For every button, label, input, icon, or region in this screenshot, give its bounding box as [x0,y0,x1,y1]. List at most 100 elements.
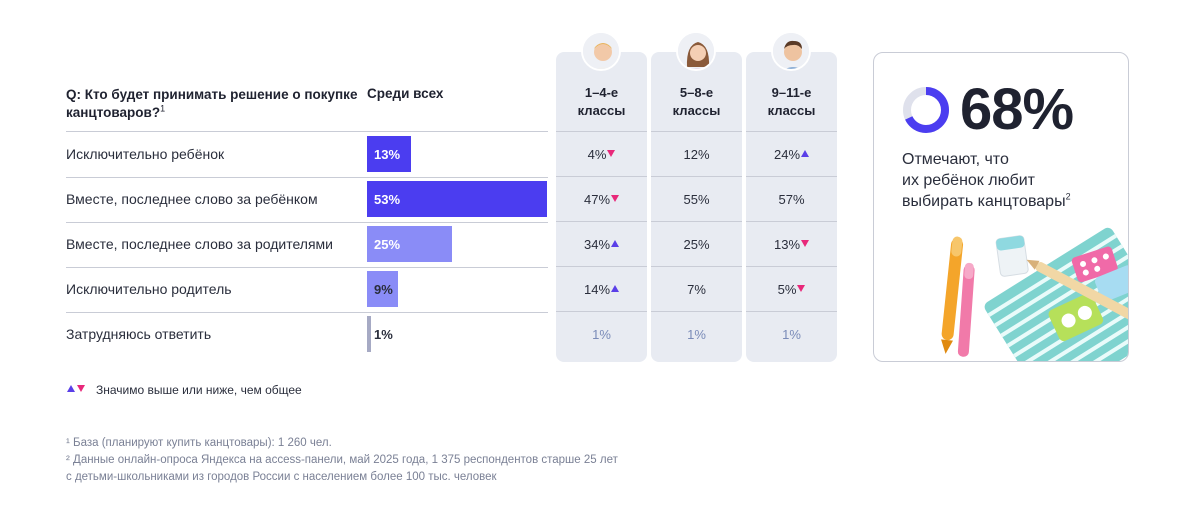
grade-value: 14% [583,282,611,297]
up-triangle-icon [611,240,620,247]
row-divider [66,177,548,178]
grade-row-divider [746,221,837,222]
grade-value-cell: 1% [746,312,837,357]
grade-column-header: 1–4-е классы [556,84,647,120]
bar [367,181,547,217]
grade-value-cell: 47% [556,177,647,222]
bar-value-label: 53% [374,192,401,207]
grade-column: 9–11-е классы 24% 57% 13% 5% 1% [746,52,837,362]
chart-row: Вместе, последнее слово за ребёнком 53% [66,177,548,222]
grade-column-header: 9–11-е классы [746,84,837,120]
grade-row-divider [556,131,647,132]
grade-value-cell: 12% [651,132,742,177]
footnote-1: ¹ База (планируют купить канцтовары): 1 … [66,437,332,449]
grade-value: 12% [683,147,710,162]
row-divider [66,312,548,313]
grade-value: 13% [773,237,801,252]
row-divider [66,131,548,132]
category-label: Затрудняюсь ответить [66,326,212,342]
grade-row-divider [556,266,647,267]
orange-pen-icon [941,236,964,354]
grade-value: 47% [583,192,611,207]
grade-value: 1% [592,327,611,342]
chart-row: Затрудняюсь ответить 1% [66,312,548,357]
white-eraser-icon [995,235,1029,277]
grade-value: 1% [687,327,706,342]
grade-title-line-2: классы [577,103,626,118]
grade-value: 25% [683,237,710,252]
grade-row-divider [746,311,837,312]
grade-value: 57% [778,192,805,207]
grade-value-cell: 14% [556,267,647,312]
down-triangle-icon [797,285,806,292]
pink-pen-icon [957,262,975,357]
up-triangle-icon [67,385,75,392]
bar [367,316,371,352]
grade-column: 5–8-е классы 12% 55% 25% 7% 1% [651,52,742,362]
grade-title-line-1: 5–8-е [679,85,714,100]
bar [367,271,398,307]
card-text: Отмечают, что их ребёнок любит выбирать … [902,149,1122,212]
grade-value-cell: 1% [651,312,742,357]
grade-value: 24% [773,147,801,162]
pink-eraser-icon [1071,246,1118,283]
grade-row-divider [651,176,742,177]
footnotes: ¹ База (планируют купить канцтовары): 1 … [66,435,686,486]
green-eraser-icon [1048,293,1104,342]
card-big-value: 68% [960,77,1074,142]
grade-row-divider [746,266,837,267]
pencil-icon [1026,259,1128,321]
grade-row-divider [746,176,837,177]
grade-row-divider [556,221,647,222]
down-triangle-icon [77,385,85,392]
grade-value: 5% [777,282,797,297]
bar-value-label: 9% [374,282,393,297]
grade-row-divider [651,266,742,267]
grade-value-cell: 25% [651,222,742,267]
grade-row-divider [651,221,742,222]
grade-column: 1–4-е классы 4% 47% 34% 14% 1% [556,52,647,362]
grade-title-line-1: 9–11-е [771,85,812,100]
girl-avatar-icon [676,31,716,71]
grade-value-cell: 34% [556,222,647,267]
down-triangle-icon [611,195,620,202]
grade-value: 7% [687,282,706,297]
grade-title-line-1: 1–4-е [584,85,619,100]
category-label: Исключительно родитель [66,281,232,297]
grade-value: 4% [587,147,607,162]
highlight-card: 68% Отмечают, что их ребёнок любит выбир… [873,52,1129,362]
card-text-line-1: Отмечают, что [902,151,1009,168]
donut-arc [903,87,949,133]
grade-value: 1% [782,327,801,342]
grade-value-cell: 1% [556,312,647,357]
chart-row: Исключительно ребёнок 13% [66,132,548,177]
grade-value-cell: 4% [556,132,647,177]
teen-avatar-icon [771,31,811,71]
grade-column-header: 5–8-е классы [651,84,742,120]
grade-title-line-2: классы [767,103,816,118]
bar [367,226,452,262]
row-divider [66,222,548,223]
question-title: Q: Кто будет принимать решение о покупке… [66,86,366,122]
card-footnote-mark: 2 [1065,191,1071,202]
bar-value-label: 13% [374,147,401,162]
bar-value-label: 25% [374,237,401,252]
chart-row: Исключительно родитель 9% [66,267,548,312]
down-triangle-icon [607,150,616,157]
question-footnote-mark: 1 [160,103,166,114]
bar-value-label: 1% [374,327,393,342]
grade-title-line-2: классы [672,103,721,118]
footnote-2-continued: с детьми-школьниками из городов России с… [66,471,497,483]
legend: Значимо выше или ниже, чем общее [66,382,302,398]
donut-chart-icon [903,87,949,133]
grade-value-cell: 57% [746,177,837,222]
bar [367,136,411,172]
category-label: Исключительно ребёнок [66,146,225,162]
row-divider [66,267,548,268]
up-triangle-icon [611,285,620,292]
grade-value: 34% [583,237,611,252]
category-label: Вместе, последнее слово за родителями [66,236,333,252]
blue-case-icon [1095,265,1128,302]
grade-value-cell: 55% [651,177,742,222]
grade-value-cell: 24% [746,132,837,177]
